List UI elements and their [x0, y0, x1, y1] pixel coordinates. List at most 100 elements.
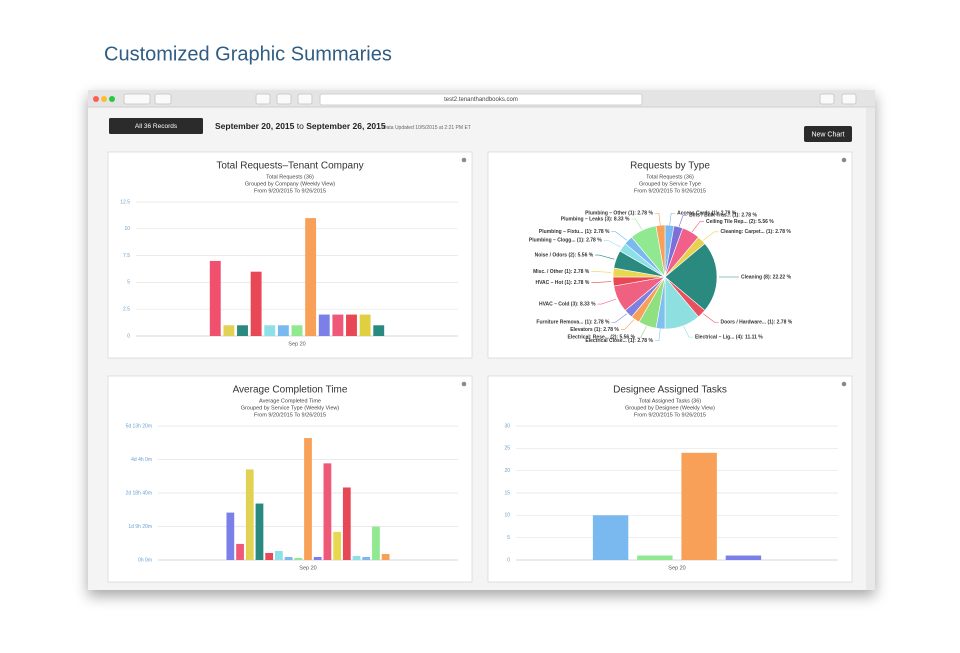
bar: [291, 325, 303, 336]
leader-line: [683, 325, 693, 338]
bar: [305, 218, 317, 336]
bar: [277, 325, 289, 336]
pie-slice: [664, 243, 718, 311]
leader-line: [611, 231, 628, 241]
address-bar[interactable]: [319, 93, 643, 106]
leader-line: [669, 212, 676, 226]
tabs-button[interactable]: [841, 93, 857, 105]
chart-subtitle: Grouped by Service Type: [639, 181, 701, 187]
chart-subtitle: From 9/20/2015 To 9/26/2015: [634, 412, 706, 418]
bar: [681, 452, 717, 560]
bar: [362, 556, 371, 560]
y-tick-label: 2d 18h 40m: [126, 490, 152, 496]
toolbar: All 36 Records September 20, 2015 to Sep…: [109, 118, 852, 142]
bar: [284, 556, 293, 560]
leader-line: [595, 254, 615, 260]
bar: [264, 325, 276, 336]
y-tick-label: 5: [127, 280, 130, 286]
y-tick-label: 10: [504, 513, 510, 519]
y-tick-label: 4d 4h 0m: [131, 457, 152, 463]
bar: [250, 271, 262, 336]
sidebar-button[interactable]: [154, 93, 172, 105]
y-tick-label: 7.5: [123, 253, 130, 259]
chart-subtitle: Grouped by Designee (Weekly View): [625, 405, 715, 411]
chart-panel: [487, 375, 853, 583]
settings-icon[interactable]: [841, 381, 847, 387]
pie-slice: [655, 224, 666, 278]
extension-button[interactable]: [297, 93, 313, 105]
chart-title: Total Requests–Tenant Company: [216, 161, 363, 172]
extension-button[interactable]: [276, 93, 292, 105]
scrollbar-track: [866, 108, 875, 590]
y-tick-label: 20: [504, 468, 510, 474]
chart-panel: [107, 151, 473, 359]
y-tick-label: 0h 0m: [138, 557, 152, 563]
chart-title: Average Completion Time: [233, 385, 348, 396]
share-button[interactable]: [819, 93, 835, 105]
chart-subtitle: Grouped by Service Type (Weekly View): [241, 405, 340, 411]
slice-label: Furniture Remova... (1): 2.78 %: [536, 320, 610, 326]
bar: [209, 260, 221, 336]
slice-label: HVAC – Hot (1): 2.78 %: [535, 280, 589, 286]
date-range: September 20, 2015 to September 26, 2015: [215, 121, 386, 131]
nav-buttons[interactable]: [123, 93, 151, 105]
bar: [592, 515, 629, 560]
bar: [294, 557, 303, 560]
bar: [381, 553, 390, 560]
chart-title: Designee Assigned Tasks: [613, 385, 727, 396]
minimize-button[interactable]: [101, 96, 107, 102]
settings-icon[interactable]: [841, 157, 847, 163]
chart-panel: [107, 375, 473, 583]
y-tick-label: 0: [507, 557, 510, 563]
bar: [313, 556, 322, 560]
leader-line: [703, 231, 719, 241]
bar: [373, 325, 385, 336]
settings-icon[interactable]: [461, 381, 467, 387]
chart-subtitle: From 9/20/2015 To 9/26/2015: [254, 188, 326, 194]
date-start: September 20, 2015: [215, 121, 295, 131]
bar: [342, 487, 351, 560]
y-tick-label: 15: [504, 490, 510, 496]
bar: [332, 314, 344, 336]
url: test2.tenanthandbooks.com: [444, 97, 518, 103]
zoom-button[interactable]: [109, 96, 115, 102]
slice-label: Plumbing – Fixtu... (1): 2.78 %: [539, 229, 610, 235]
date-joiner: to: [297, 121, 304, 131]
extension-button[interactable]: [255, 93, 271, 105]
leader-line: [703, 313, 719, 323]
settings-icon[interactable]: [461, 157, 467, 163]
x-tick-label: Sep 20: [299, 565, 316, 571]
leader-line: [591, 271, 612, 273]
chart-subtitle: Total Requests (36): [266, 174, 314, 180]
bar: [237, 325, 248, 336]
bar: [359, 314, 371, 336]
page-title: Customized Graphic Summaries: [104, 43, 392, 65]
bar: [226, 512, 235, 560]
bar: [265, 552, 274, 560]
records-button[interactable]: [109, 118, 203, 134]
leader-line: [637, 325, 647, 338]
slice-label: Electrical – Lig... (4): 11.11 %: [695, 334, 763, 340]
leader-line: [654, 328, 661, 342]
bar: [245, 469, 254, 560]
date-end: September 26, 2015: [306, 121, 386, 131]
leader-line: [678, 214, 688, 227]
y-tick-label: 12.5: [120, 199, 130, 205]
slice-label: Plumbing – Clogg... (1): 2.78 %: [529, 238, 602, 244]
close-button[interactable]: [93, 96, 99, 102]
chart-subtitle: Grouped by Company (Weekly View): [245, 181, 335, 187]
new-chart-button[interactable]: [804, 126, 852, 142]
leader-line: [597, 298, 617, 305]
x-tick-label: Sep 20: [288, 341, 305, 347]
slice-label: Plumbing – Other (1): 2.78 %: [585, 211, 653, 217]
slice-label: Plumbing – Leaks (3): 8.33 %: [561, 216, 630, 222]
slice-label: Cleaning (8): 22.22 %: [741, 274, 792, 280]
leader-line: [631, 218, 643, 231]
records-button-label: All 36 Records: [135, 123, 178, 130]
chart-subtitle: Total Requests (36): [646, 174, 694, 180]
y-tick-label: 1d 9h 20m: [128, 524, 152, 530]
slice-label: Access Cards (1): 2.78 %: [677, 211, 737, 217]
slice-label: Ceiling Tile Rep... (2): 5.56 %: [706, 219, 774, 225]
bar: [637, 555, 673, 560]
